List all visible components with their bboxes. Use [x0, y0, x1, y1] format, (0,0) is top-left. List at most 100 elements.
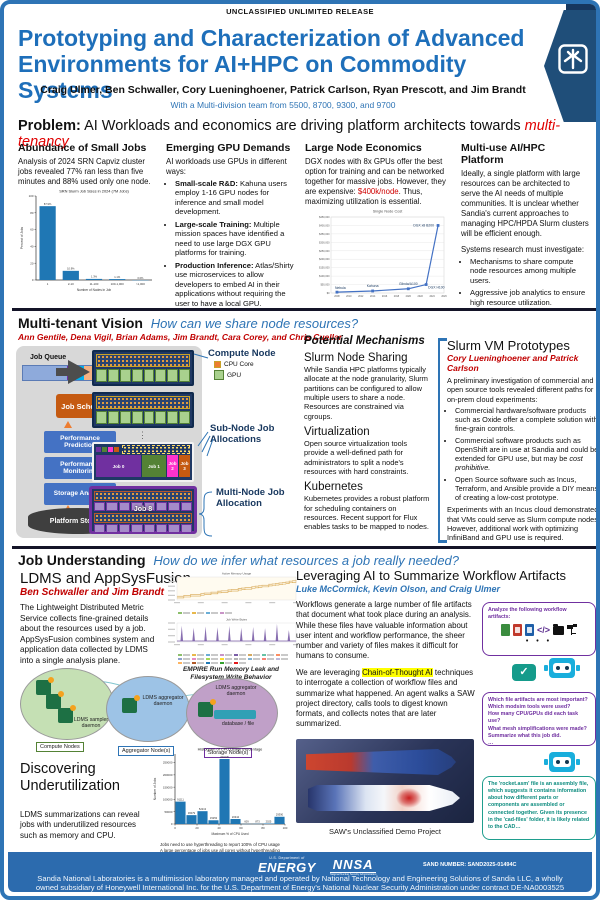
aggregator-daemon-icon [122, 695, 140, 713]
svg-text:Glinda/A100: Glinda/A100 [399, 282, 418, 286]
robot-icon [544, 752, 580, 772]
cpu-cores-strip [96, 354, 190, 367]
svg-text:Number of Nodes in Job: Number of Nodes in Job [77, 288, 112, 292]
svg-text:2020: 2020 [406, 295, 412, 298]
svg-text:100-1,000: 100-1,000 [111, 282, 124, 286]
svg-text:>1,000: >1,000 [136, 282, 145, 286]
svg-text:873: 873 [255, 820, 260, 824]
histogram-caption: Jobs need to use hyperthreading to repor… [160, 842, 280, 853]
svg-text:2025: 2025 [266, 819, 272, 823]
chat-bubble-questions: Which file artifacts are most important?… [482, 692, 596, 746]
svg-text:264635: 264635 [220, 755, 229, 759]
svg-text:Active Memory Usage: Active Memory Usage [222, 572, 252, 576]
multi-node-allocation-card: Job 8 [89, 486, 197, 534]
ai-title: Leveraging AI to Summarize Workflow Arti… [296, 568, 566, 583]
queue-arrow [56, 368, 70, 376]
svg-text:60: 60 [30, 228, 34, 232]
svg-text:$350,000: $350,000 [319, 233, 330, 236]
svg-text:2018: 2018 [394, 295, 400, 298]
compute-nodes-label: Compute Nodes [36, 742, 84, 752]
svg-text:2012: 2012 [358, 295, 364, 298]
col-small-jobs: Abundance of Small Jobs Analysis of 2024… [18, 142, 156, 311]
svg-text:$100,000: $100,000 [319, 275, 330, 278]
svg-text:2-10: 2-10 [68, 282, 74, 286]
thunderbird-icon [558, 44, 588, 74]
svg-text:2024: 2024 [429, 295, 435, 298]
svg-text:10.9%: 10.9% [67, 267, 75, 271]
storage-nodes-label: Storage Node(s) [204, 748, 253, 758]
ldms-title: LDMS and AppSysFusion [20, 570, 191, 587]
problem-columns: Abundance of Small Jobs Analysis of 2024… [18, 142, 590, 311]
svg-text:2022: 2022 [418, 295, 424, 298]
write-bytes-chart: Job Write Bytes [168, 618, 299, 646]
svg-text:Percent of Jobs: Percent of Jobs [20, 226, 24, 249]
vision-heading: Multi-tenant Vision How can we share nod… [18, 315, 359, 331]
gpu-demand-bullets: Small-scale R&D: Kahuna users employ 1-1… [175, 179, 295, 308]
nnsa-logo: NNSA National Nuclear Security Administr… [330, 857, 377, 876]
sub-node-label: Sub-Node Job Allocations [210, 423, 275, 445]
svg-text:50000: 50000 [164, 810, 172, 814]
job-queue-label: Job Queue [30, 354, 67, 361]
cpu-histogram: Histogram of CPU Usage Percentage 0 50000 1… [151, 745, 289, 853]
problem-heading: Problem: AI Workloads and economics are … [18, 118, 561, 150]
svg-text:100: 100 [29, 194, 34, 198]
slurm-vm-prototypes: Slurm VM Prototypes Cory Lueninghoener a… [438, 338, 596, 543]
chat-bubble-artifacts: Analyze the following workflow artifacts… [482, 602, 596, 656]
sandia-logo [544, 10, 596, 122]
code-icon: </> [536, 625, 550, 636]
svg-text:$200,000: $200,000 [319, 258, 330, 261]
svg-text:20344: 20344 [232, 815, 240, 819]
section-divider [12, 308, 596, 311]
svg-text:20: 20 [30, 261, 34, 265]
job3-block: Job 3 [179, 455, 190, 477]
job2-block: Job 2 [167, 455, 178, 477]
saw-demo-image [296, 739, 474, 823]
aggregator-ellipse [106, 676, 190, 742]
robot-icon [544, 658, 580, 678]
section-divider [12, 546, 596, 549]
ai-paragraph-2: We are leveraging Chain-of-Thought AI te… [296, 668, 475, 729]
aggregator-daemon-icon [198, 699, 216, 717]
chat-bubble-answer: The 'rocket.asm' file is an assembly fil… [482, 776, 596, 840]
svg-text:Maximum % of CPU Used: Maximum % of CPU Used [211, 832, 248, 836]
svg-text:DGX x8 B200: DGX x8 B200 [413, 223, 434, 227]
svg-text:80: 80 [30, 211, 34, 215]
sampler-label: LDMS sampler daemon [73, 717, 109, 729]
ai-authors: Luke McCormick, Kevin Olson, and Craig U… [296, 584, 501, 594]
svg-text:0: 0 [32, 278, 34, 282]
svg-text:Kahuna: Kahuna [367, 284, 379, 288]
prototypes-authors: Cory Lueninghoener and Patrick Carlson [447, 353, 579, 373]
svg-text:2008: 2008 [334, 295, 340, 298]
classification-banner: UNCLASSIFIED UNLIMITED RELEASE [226, 7, 374, 16]
aggregator-label: LDMS aggregator daemon [142, 695, 184, 707]
svg-text:SRN Slurm Job Sizes in 2024 (7: SRN Slurm Job Sizes in 2024 (7M Jobs) [59, 188, 129, 193]
svg-text:Single Node Cost: Single Node Cost [373, 209, 403, 213]
svg-text:80: 80 [261, 826, 265, 830]
file-tree-icon [567, 624, 577, 636]
memory-usage-chart: Active Memory Usage [168, 572, 299, 604]
aggregator-nodes-label: Aggregator Node(s) [118, 746, 175, 756]
svg-text:29390: 29390 [276, 813, 284, 817]
poster-authors: Craig Ulmer, Ben Schwaller, Cory Luening… [40, 84, 526, 96]
svg-text:2010: 2010 [346, 295, 352, 298]
svg-text:15253: 15253 [210, 816, 218, 820]
sampler-daemon-icon [58, 705, 76, 723]
file-icons-row: </> [488, 623, 590, 637]
gpu-row [96, 411, 190, 424]
svg-text:11-100: 11-100 [90, 282, 99, 286]
diagram-pointers [193, 353, 214, 537]
svg-text:$0: $0 [327, 292, 330, 295]
svg-text:52213: 52213 [199, 807, 207, 811]
compute-node-card [92, 350, 194, 386]
multi-node-label: Multi-Node Job Allocation [216, 487, 285, 509]
sampler-daemon-icon [46, 691, 64, 709]
mechanisms-column: Potential Mechanisms Slurm Node Sharing … [304, 335, 430, 532]
poster-title: Prototyping and Characterization of Adva… [18, 25, 525, 103]
saw-image-caption: SAW's Unclassified Demo Project [328, 827, 442, 836]
svg-text:2026: 2026 [441, 295, 447, 298]
ldms-charts: Active Memory Usage Job Write Bytes EMPI… [164, 570, 299, 682]
mechanism-title: Slurm Node Sharing [304, 352, 408, 364]
svg-text:250000: 250000 [163, 761, 173, 765]
svg-text:$50,000: $50,000 [320, 283, 330, 286]
